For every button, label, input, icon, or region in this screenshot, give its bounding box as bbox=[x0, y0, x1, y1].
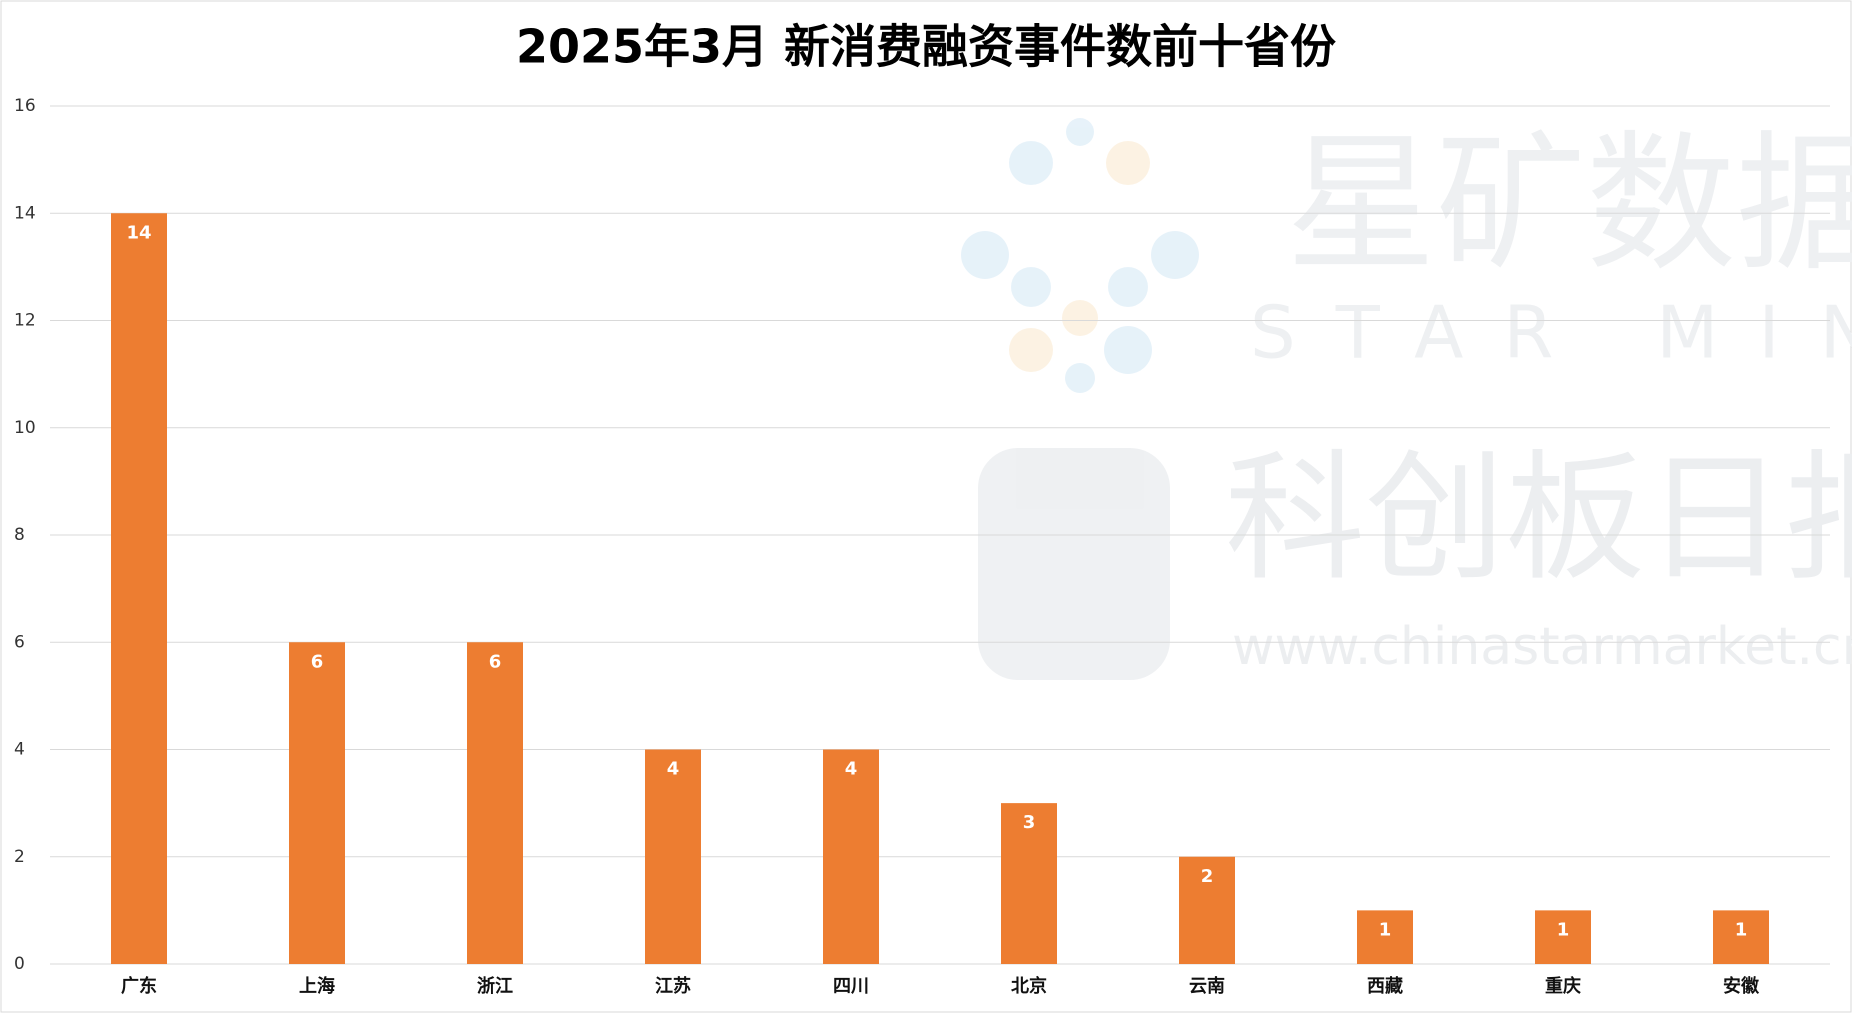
watermark bbox=[961, 118, 1199, 680]
watermark-dot bbox=[1066, 118, 1094, 146]
y-tick-label: 2 bbox=[14, 847, 25, 867]
bar bbox=[1001, 803, 1057, 964]
watermark-dot bbox=[1009, 141, 1053, 185]
bar bbox=[645, 749, 701, 964]
value-label: 6 bbox=[489, 651, 502, 672]
y-tick-label: 4 bbox=[14, 740, 25, 760]
watermark-text: 星矿数据 bbox=[1286, 118, 1852, 292]
bar bbox=[1179, 856, 1235, 964]
value-label: 2 bbox=[1201, 866, 1214, 887]
watermark-text: www.chinastarmarket.cn bbox=[1232, 617, 1852, 677]
y-tick-label: 10 bbox=[14, 418, 36, 438]
value-label: 1 bbox=[1735, 919, 1748, 940]
watermark-text: 科创板日报 bbox=[1225, 438, 1852, 601]
y-tick-label: 14 bbox=[14, 203, 36, 223]
y-tick-label: 0 bbox=[14, 954, 25, 974]
watermark-dot bbox=[961, 231, 1009, 279]
watermark-logo bbox=[978, 448, 1170, 680]
watermark-dot bbox=[1106, 141, 1150, 185]
y-tick-label: 6 bbox=[14, 632, 25, 652]
bar bbox=[1535, 910, 1591, 964]
watermark-dot bbox=[1062, 300, 1098, 336]
watermark-text: STAR MINE bbox=[1250, 291, 1852, 375]
x-tick-label: 广东 bbox=[121, 975, 157, 997]
watermark-dot bbox=[1011, 267, 1051, 307]
x-tick-label: 浙江 bbox=[477, 975, 513, 997]
y-tick-label: 12 bbox=[14, 311, 36, 331]
value-label: 3 bbox=[1023, 812, 1036, 833]
value-label: 6 bbox=[311, 651, 324, 672]
value-label: 1 bbox=[1379, 919, 1392, 940]
x-tick-label: 安徽 bbox=[1723, 975, 1760, 997]
bar bbox=[1713, 910, 1769, 964]
bar bbox=[467, 642, 523, 964]
watermark-dot bbox=[1065, 363, 1095, 393]
y-tick-label: 8 bbox=[14, 525, 25, 545]
bar bbox=[823, 749, 879, 964]
watermark-dot bbox=[1009, 328, 1053, 372]
bar bbox=[289, 642, 345, 964]
x-tick-label: 北京 bbox=[1011, 975, 1047, 997]
value-label: 14 bbox=[126, 222, 151, 243]
x-tick-label: 上海 bbox=[299, 975, 335, 997]
y-tick-label: 16 bbox=[14, 96, 36, 116]
x-tick-label: 云南 bbox=[1189, 975, 1225, 997]
bar bbox=[1357, 910, 1413, 964]
x-tick-label: 西藏 bbox=[1367, 976, 1403, 997]
watermark-dot bbox=[1108, 267, 1148, 307]
x-tick-label: 重庆 bbox=[1545, 975, 1581, 997]
watermark-dot bbox=[1151, 231, 1199, 279]
x-tick-label: 江苏 bbox=[655, 975, 691, 997]
watermark-dot bbox=[1104, 326, 1152, 374]
value-label: 4 bbox=[667, 759, 680, 780]
value-label: 1 bbox=[1557, 919, 1570, 940]
value-label: 4 bbox=[845, 759, 858, 780]
chart-title: 2025年3月 新消费融资事件数前十省份 bbox=[516, 20, 1336, 74]
bar bbox=[111, 213, 167, 964]
x-tick-label: 四川 bbox=[833, 976, 869, 997]
